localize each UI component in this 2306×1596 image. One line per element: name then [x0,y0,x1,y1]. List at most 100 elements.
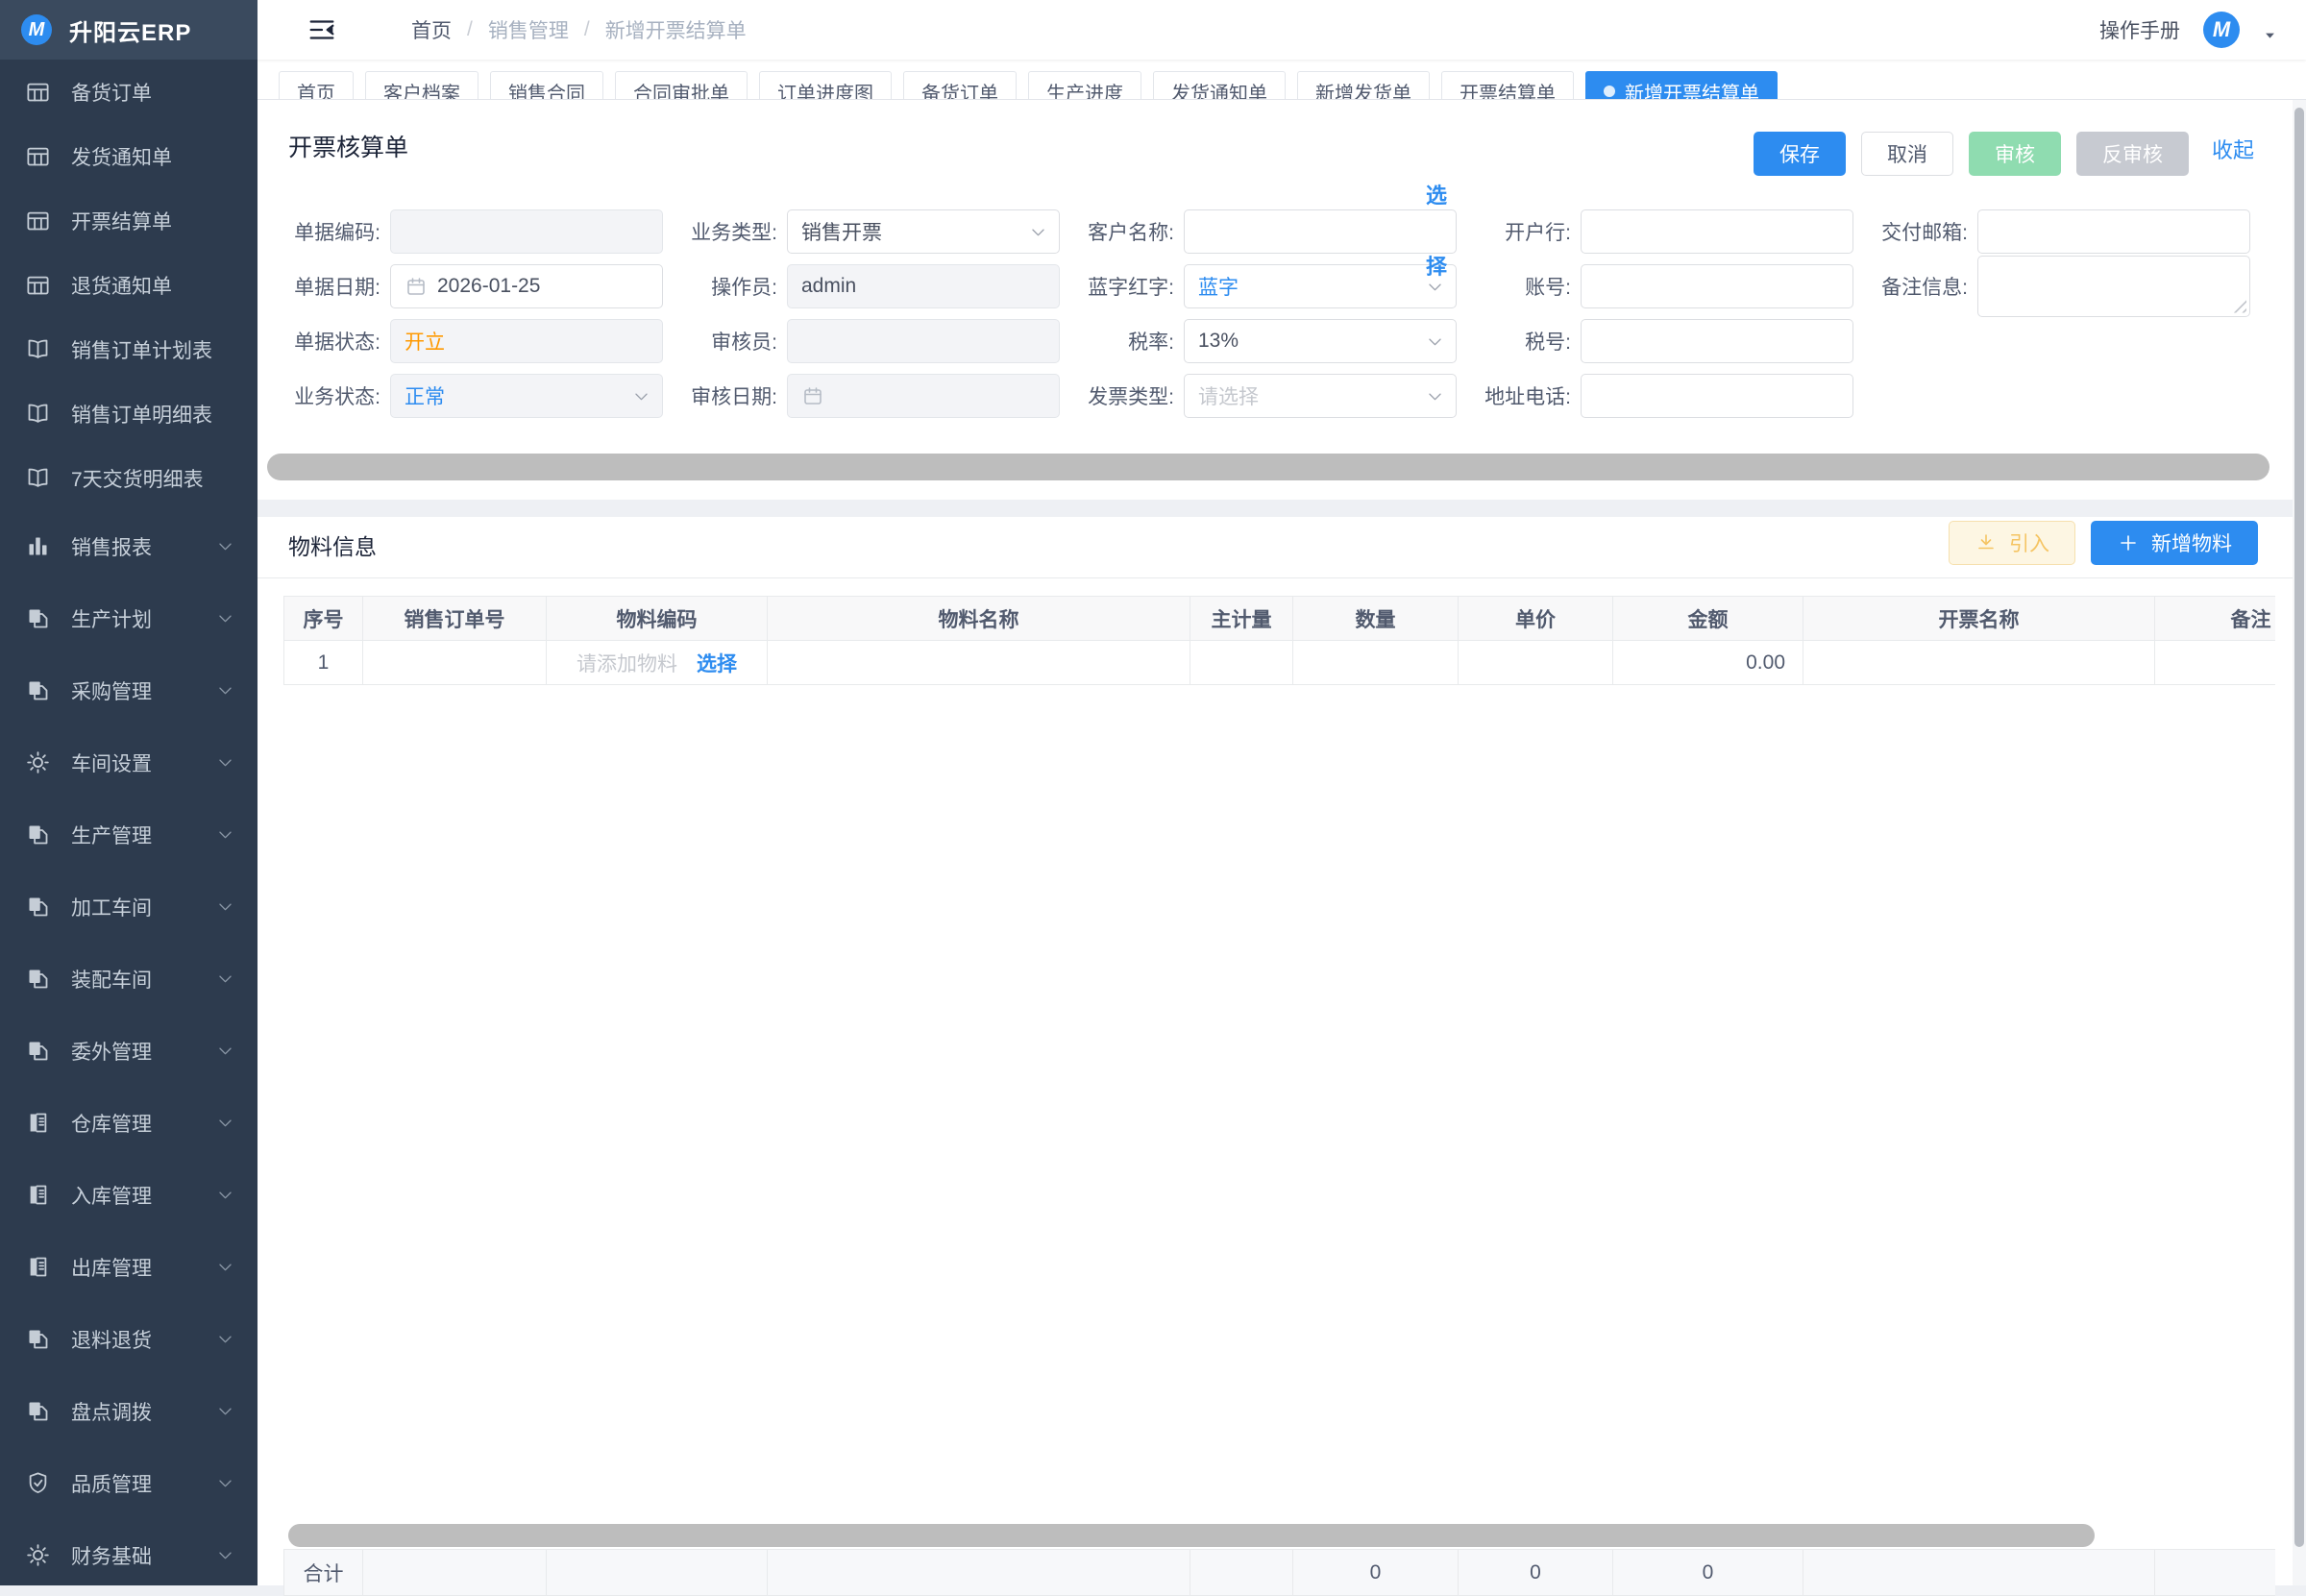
bank-input[interactable] [1581,209,1853,254]
app-title: 升阳云ERP [69,19,192,46]
copy-icon [23,1037,52,1066]
sidebar-item-finance-base[interactable]: 财务基础 [0,1519,258,1591]
table-header-row: 序号 销售订单号 物料编码 物料名称 主计量 数量 单价 金额 开票名称 备注 [283,596,2275,641]
doc-date-input[interactable]: 2026-01-25 [390,263,663,308]
sidebar-item-label: 盘点调拨 [71,1401,152,1424]
sidebar-item-invoice-settle[interactable]: 开票结算单 [0,188,258,253]
tab-首页[interactable]: 首页 [279,71,354,99]
avatar[interactable]: M [2203,12,2240,48]
biz-type-select[interactable]: 销售开票 [787,209,1060,254]
journal-icon [23,1181,52,1210]
cell-unit[interactable] [1190,640,1293,685]
sidebar-collapse-icon[interactable] [306,13,338,46]
customer-select-button[interactable]: 选择 [1425,183,1447,279]
sidebar-item-delivery-7day[interactable]: 7天交货明细表 [0,446,258,510]
form-field-tax-rate: 税率: 13% [1074,313,1471,368]
add-material-button[interactable]: 新增物料 [2091,521,2258,565]
row-select-material-link[interactable]: 选择 [697,652,737,675]
tab-label: 备货订单 [921,83,998,100]
cell-remark[interactable] [2154,640,2275,685]
audit-button[interactable]: 审核 [1968,132,2061,176]
page-vscrollbar-thumb[interactable] [2294,108,2304,1547]
biz-status-select[interactable]: 正常 [390,373,663,418]
breadcrumb: 首页 / 销售管理 / 新增开票结算单 [411,15,747,44]
sidebar-item-prod-plan[interactable]: 生产计划 [0,582,258,654]
sidebar-item-so-detail-report[interactable]: 销售订单明细表 [0,381,258,446]
form-field-doc-date: 单据日期: 2026-01-25 [281,258,677,313]
form-field-blue-red: 蓝字红字: 蓝字 [1074,258,1471,313]
auditor-input[interactable] [787,318,1060,363]
blue-red-select[interactable]: 蓝字 [1184,263,1457,308]
remark-info-textarea[interactable] [1977,255,2250,317]
cell-material-name[interactable] [767,640,1190,685]
tab-新增开票结算单[interactable]: 新增开票结算单 [1585,71,1778,99]
tab-发货通知单[interactable]: 发货通知单 [1153,71,1286,99]
sidebar-item-process-workshop[interactable]: 加工车间 [0,871,258,943]
tab-新增发货单[interactable]: 新增发货单 [1297,71,1430,99]
invoice-type-select[interactable]: 请选择 [1184,373,1457,418]
sidebar-item-so-plan-report[interactable]: 销售订单计划表 [0,317,258,381]
tab-订单进度图[interactable]: 订单进度图 [759,71,892,99]
sidebar-item-return-notice[interactable]: 退货通知单 [0,253,258,317]
form-field-doc-code: 单据编码: [281,204,677,258]
tax-no-input[interactable] [1581,318,1853,363]
collapse-link[interactable]: 收起 [2211,138,2254,162]
sidebar-item-outbound-mgmt[interactable]: 出库管理 [0,1231,258,1303]
sidebar-item-ship-notice[interactable]: 发货通知单 [0,124,258,188]
sidebar-item-stock-order[interactable]: 备货订单 [0,60,258,124]
address-phone-input[interactable] [1581,373,1853,418]
tab-备货订单[interactable]: 备货订单 [903,71,1017,100]
doc-status-input[interactable]: 开立 [390,318,663,363]
app-logo[interactable]: M 升阳云ERP [0,0,258,60]
tab-合同审批单[interactable]: 合同审批单 [615,71,748,99]
tab-客户档案[interactable]: 客户档案 [365,71,478,99]
account-no-input[interactable] [1581,263,1853,308]
unaudit-button[interactable]: 反审核 [2075,132,2189,176]
form-hscrollbar-thumb[interactable] [267,454,2269,480]
field-label: 蓝字红字: [1088,276,1174,299]
shield-icon [23,1469,52,1498]
customer-name-input[interactable]: 选择 [1184,184,1457,277]
table-hscrollbar-thumb[interactable] [288,1524,2095,1547]
breadcrumb-sales-mgmt[interactable]: 销售管理 [487,20,569,42]
tab-销售合同[interactable]: 销售合同 [490,71,603,99]
cancel-button[interactable]: 取消 [1860,132,1953,176]
tab-生产进度[interactable]: 生产进度 [1028,71,1141,99]
breadcrumb-home[interactable]: 首页 [411,20,452,42]
tax-rate-select[interactable]: 13% [1184,318,1457,363]
sidebar-item-workshop-config[interactable]: 车间设置 [0,726,258,798]
input-value: admin [801,274,857,297]
cell-sales-order-no[interactable] [362,640,547,685]
tab-开票结算单[interactable]: 开票结算单 [1441,71,1574,99]
sidebar-item-material-return[interactable]: 退料退货 [0,1303,258,1375]
resize-handle-icon[interactable] [2233,299,2246,313]
cell-qty[interactable] [1292,640,1459,685]
form-field-operator: 操作员: admin [677,258,1074,313]
audit-date-input[interactable] [787,373,1060,418]
delivery-email-input[interactable] [1977,209,2250,254]
field-label: 单据状态: [294,331,380,354]
sidebar-item-outsource-mgmt[interactable]: 委外管理 [0,1015,258,1087]
chevron-down-icon [216,681,234,700]
caret-down-icon[interactable] [2263,28,2277,42]
sidebar-item-warehouse-mgmt[interactable]: 仓库管理 [0,1087,258,1159]
cell-invoice-name[interactable] [1803,640,2155,685]
sidebar-item-quality-mgmt[interactable]: 品质管理 [0,1447,258,1519]
import-button[interactable]: 引入 [1949,521,2075,565]
manual-link[interactable]: 操作手册 [2099,20,2180,42]
plus-icon [2117,531,2140,554]
form-field-biz-status: 业务状态: 正常 [281,368,677,423]
sidebar-item-purchase-mgmt[interactable]: 采购管理 [0,654,258,726]
cell-price[interactable] [1458,640,1613,685]
col-header-销售订单号: 销售订单号 [362,596,547,641]
sidebar-item-assembly-workshop[interactable]: 装配车间 [0,943,258,1015]
sidebar-item-sales-report[interactable]: 销售报表 [0,510,258,582]
sidebar-item-inbound-mgmt[interactable]: 入库管理 [0,1159,258,1231]
col-header-开票名称: 开票名称 [1803,596,2155,641]
doc-code-input[interactable] [390,209,663,254]
operator-input[interactable]: admin [787,263,1060,308]
sidebar-item-prod-mgmt[interactable]: 生产管理 [0,798,258,871]
cell-material-code[interactable]: 请添加物料 选择 [546,640,768,685]
sidebar-item-stocktake-transfer[interactable]: 盘点调拨 [0,1375,258,1447]
save-button[interactable]: 保存 [1753,132,1846,176]
